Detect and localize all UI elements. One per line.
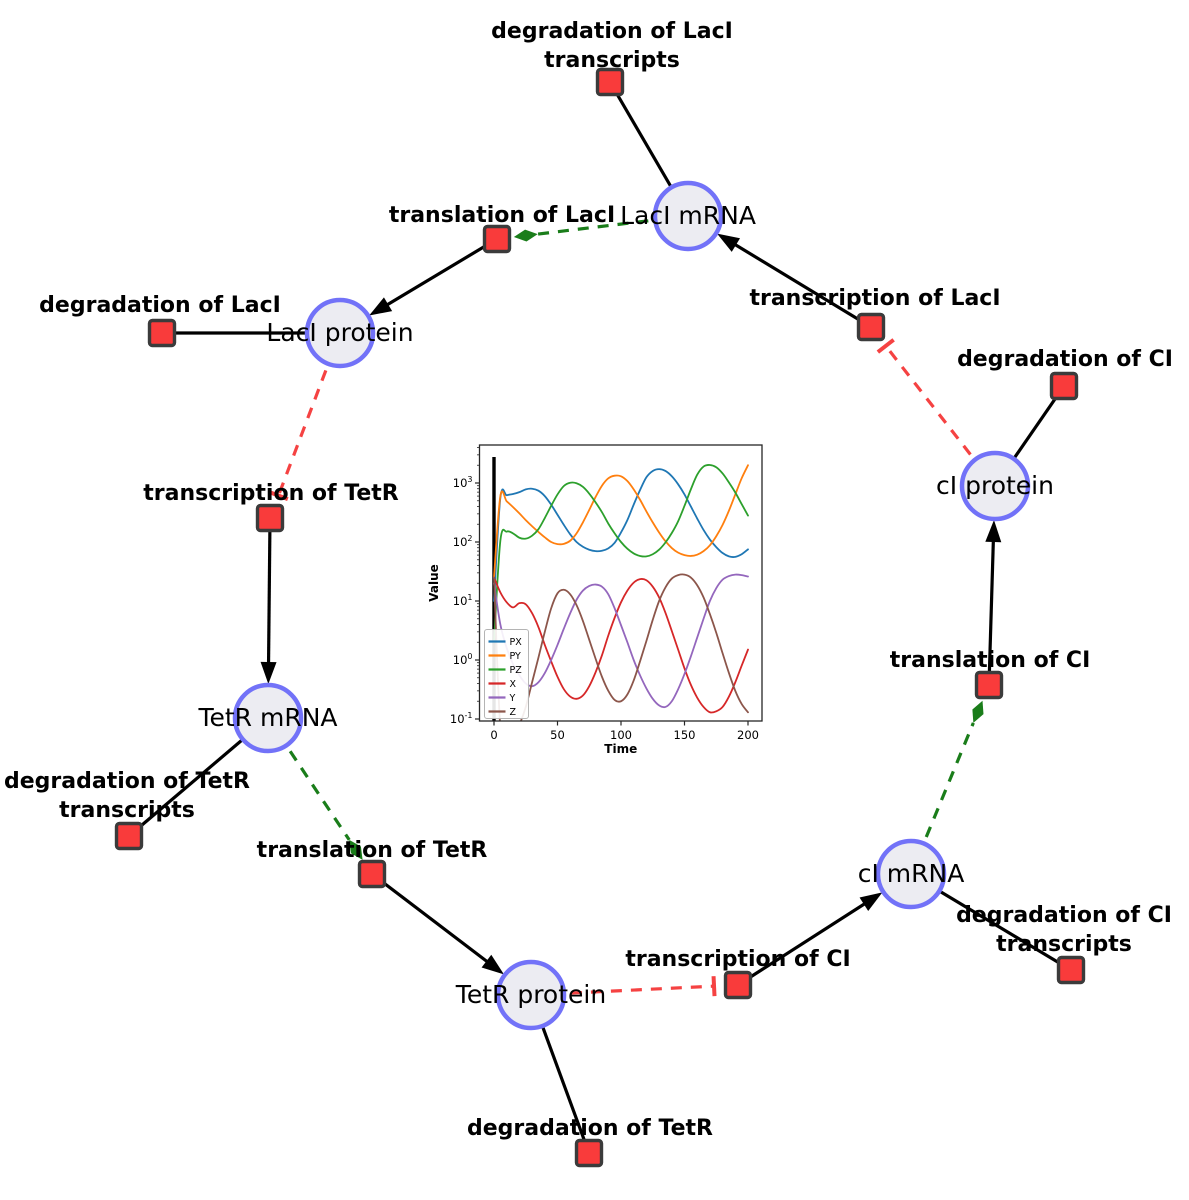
species-label-cI_mRNA: cI mRNA bbox=[858, 859, 965, 888]
legend-label-X: X bbox=[510, 679, 517, 690]
reaction-label-deg_TetR: degradation of TetR bbox=[467, 1116, 713, 1141]
edge-production-transcription_CI-to-cI_mRNA bbox=[737, 897, 874, 987]
edge-production-translation_LacI-to-LacI_protein bbox=[378, 237, 498, 311]
reaction-node-transcription_CI bbox=[723, 970, 753, 1000]
reaction-label-translation_TetR: translation of TetR bbox=[257, 838, 488, 863]
y-axis-tick-label: 10-1 bbox=[450, 711, 473, 726]
x-axis-tick-label: 200 bbox=[737, 728, 759, 742]
edge-production-translation_CI-to-cI_protein bbox=[987, 531, 996, 686]
edge-production-transcription_LacI-to-LacI_mRNA-arrowhead-icon bbox=[717, 233, 741, 252]
x-axis-title: Time bbox=[604, 742, 637, 756]
legend-label-PX: PX bbox=[510, 637, 523, 648]
reaction-label-deg_CI_transcripts: degradation of CI transcripts bbox=[956, 903, 1172, 957]
reaction-node-transcription_LacI bbox=[856, 312, 886, 342]
y-axis-tick-label: 101 bbox=[453, 593, 473, 608]
edge-modifier-LacI_mRNA-to-translation_LacI-diamond-arrowhead-icon bbox=[513, 229, 538, 242]
plot-series-layer bbox=[493, 464, 749, 721]
species-node-TetR_mRNA bbox=[232, 682, 304, 754]
reaction-node-translation_LacI bbox=[482, 224, 512, 254]
plot-series-PY bbox=[493, 464, 749, 579]
label-layer: degradation of LacI transcripts translatio… bbox=[4, 19, 1173, 1141]
plot-series-PX bbox=[493, 468, 749, 602]
reaction-node-deg_LacI_transcripts bbox=[595, 67, 625, 97]
edge-production-transcription_TetR-to-TetR_mRNA-arrowhead-icon bbox=[260, 661, 277, 685]
legend-label-Y: Y bbox=[509, 693, 516, 704]
species-node-cI_protein bbox=[959, 450, 1031, 522]
edge-production-transcription_TetR-to-TetR_mRNA bbox=[266, 517, 272, 673]
reaction-label-transcription_LacI: transcription of LacI bbox=[749, 286, 1000, 311]
reaction-node-transcription_TetR bbox=[255, 503, 285, 533]
species-node-cI_mRNA bbox=[875, 838, 947, 910]
x-axis-tick-label: 50 bbox=[550, 728, 565, 742]
edge-inhibition-TetR_protein-to-transcription_CI-tbar-icon bbox=[711, 976, 717, 997]
y-axis-tick-label: 100 bbox=[453, 652, 473, 667]
x-axis-tick-label: 0 bbox=[490, 728, 497, 742]
reaction-node-translation_CI bbox=[974, 670, 1004, 700]
reaction-node-deg_CI bbox=[1049, 371, 1079, 401]
edge-modifier-cI_mRNA-to-translation_CI-diamond-arrowhead-icon bbox=[972, 700, 984, 723]
plot-series-Z bbox=[493, 573, 749, 721]
reaction-label-translation_CI: translation of CI bbox=[890, 648, 1091, 673]
reaction-node-deg_LacI bbox=[147, 318, 177, 348]
species-node-TetR_protein bbox=[495, 959, 567, 1031]
edge-production-translation_CI-to-cI_protein-arrowhead-icon bbox=[985, 519, 1002, 543]
plot-series-Y bbox=[493, 573, 749, 709]
reaction-label-translation_LacI: translation of LacI bbox=[389, 203, 615, 228]
x-axis-tick-label: 100 bbox=[610, 728, 632, 742]
species-label-LacI_protein: LacI protein bbox=[266, 318, 413, 347]
reaction-node-deg_CI_transcripts bbox=[1056, 955, 1086, 985]
x-axis-tick-label: 150 bbox=[674, 728, 696, 742]
reaction-label-deg_CI: degradation of CI bbox=[957, 347, 1173, 372]
inset-time-series-plot: 0 50 100 150 20010-1100101102103TimeValuePXP… bbox=[427, 430, 780, 770]
reaction-label-deg_TetR_transcripts: degradation of TetR transcripts bbox=[4, 769, 250, 823]
legend-label-Z: Z bbox=[510, 707, 517, 718]
legend-label-PY: PY bbox=[510, 651, 522, 662]
species-node-LacI_mRNA bbox=[652, 180, 724, 252]
y-axis-tick-label: 102 bbox=[453, 534, 473, 549]
species-label-LacI_mRNA: LacI mRNA bbox=[620, 201, 756, 230]
legend-label-PZ: PZ bbox=[510, 665, 523, 676]
edge-inhibition-LacI_protein-to-transcription_TetR-tbar-icon bbox=[268, 490, 289, 501]
edge-production-translation_LacI-to-LacI_protein-arrowhead-icon bbox=[369, 297, 393, 316]
plot-series-X bbox=[493, 576, 749, 714]
reaction-label-deg_LacI_transcripts: degradation of LacI transcripts bbox=[491, 19, 733, 73]
y-axis-tick-label: 103 bbox=[453, 475, 473, 490]
plot-legend: PX PY PZ XYZ bbox=[484, 629, 529, 719]
reaction-label-deg_LacI: degradation of LacI bbox=[39, 293, 281, 318]
legend-frame bbox=[484, 629, 529, 719]
edge-inhibition-cI_protein-to-transcription_LacI-tbar-icon bbox=[876, 338, 895, 354]
species-label-TetR_protein: TetR protein bbox=[455, 980, 606, 1009]
reaction-node-deg_TetR bbox=[574, 1138, 604, 1168]
edge-production-transcription_CI-to-cI_mRNA-arrowhead-icon bbox=[859, 892, 883, 911]
reaction-node-layer bbox=[114, 67, 1086, 1168]
edge-production-translation_TetR-to-TetR_protein-arrowhead-icon bbox=[481, 954, 504, 975]
species-node-LacI_protein bbox=[304, 297, 376, 369]
reaction-node-deg_TetR_transcripts bbox=[114, 821, 144, 851]
species-label-cI_protein: cI protein bbox=[936, 471, 1054, 500]
edge-production-transcription_LacI-to-LacI_mRNA bbox=[726, 238, 872, 329]
reaction-label-transcription_TetR: transcription of TetR bbox=[143, 481, 399, 506]
species-node-layer bbox=[232, 180, 1031, 1031]
plot-series-PZ bbox=[493, 464, 749, 644]
edge-modifier-TetR_mRNA-to-translation_TetR-diamond-arrowhead-icon bbox=[349, 839, 363, 860]
y-axis-title: Value bbox=[427, 564, 441, 602]
edge-production-translation_TetR-to-TetR_protein bbox=[371, 872, 496, 969]
reaction-label-transcription_CI: transcription of CI bbox=[625, 947, 850, 972]
reaction-node-translation_TetR bbox=[357, 859, 387, 889]
species-label-TetR_mRNA: TetR mRNA bbox=[197, 703, 337, 732]
